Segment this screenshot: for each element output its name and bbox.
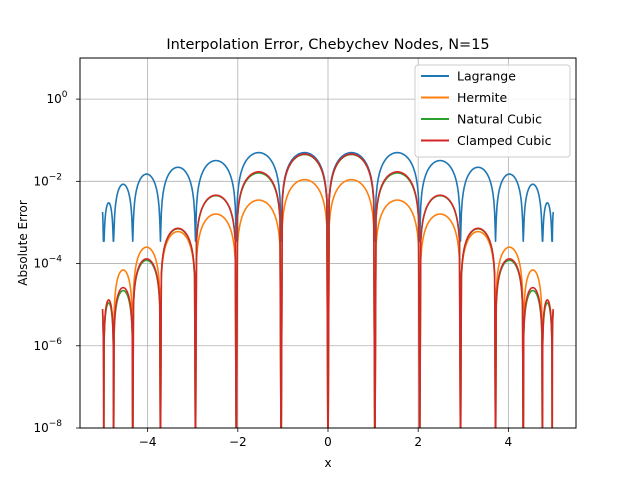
y-tick-exponent: 0 [62, 90, 68, 100]
legend-label: Natural Cubic [457, 112, 542, 127]
series-line-hermite [101, 178, 555, 428]
y-tick-exponent: −6 [49, 337, 63, 347]
x-tick-label: 0 [324, 435, 332, 449]
legend-box [414, 64, 571, 158]
y-tick-exponent: −8 [49, 419, 63, 429]
legend-label: Hermite [457, 90, 508, 105]
legend-label: Lagrange [457, 69, 516, 84]
series-layer [101, 151, 555, 428]
legend-label: Clamped Cubic [457, 133, 552, 148]
x-tick-label: 2 [414, 435, 422, 449]
series-line-lagrange [101, 151, 555, 242]
x-axis-label: x [324, 456, 331, 470]
legend: Lagrange Hermite Natural Cubic Clamped Cubi… [414, 64, 571, 158]
x-tick-label: −4 [139, 435, 157, 449]
series-line-clamped-cubic [101, 153, 555, 428]
y-tick-exponent: −2 [49, 172, 62, 182]
x-tick-label: 4 [505, 435, 513, 449]
y-tick-exponent: −4 [49, 255, 63, 265]
chart-title: Interpolation Error, Chebychev Nodes, N=… [166, 37, 489, 53]
y-axis-label: Absolute Error [16, 200, 30, 286]
x-tick-label: −2 [229, 435, 247, 449]
